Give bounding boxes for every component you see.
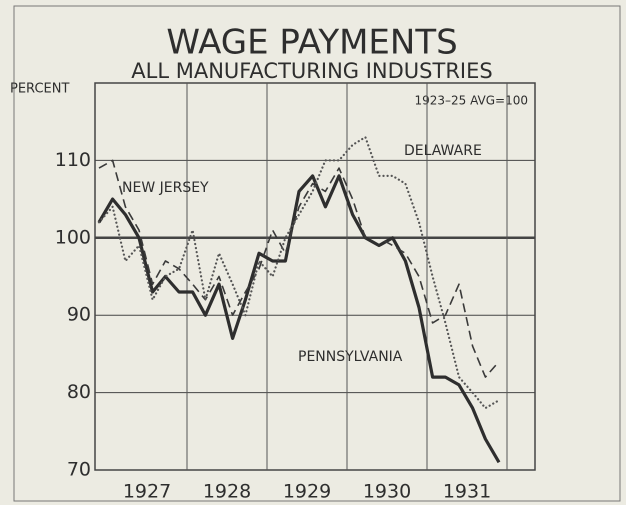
y-axis-label: PERCENT [10, 82, 69, 97]
x-tick-label: 1931 [443, 481, 491, 503]
note: 1923–25 AVG=100 [414, 94, 528, 108]
chart-subtitle: ALL MANUFACTURING INDUSTRIES [131, 59, 492, 83]
y-tick-label: 90 [67, 304, 91, 326]
page-frame [13, 5, 621, 502]
x-tick-label: 1930 [363, 481, 411, 503]
x-tick-label: 1929 [283, 481, 331, 503]
series-line [98, 159, 500, 378]
series-label: DELAWARE [404, 143, 482, 159]
y-tick-label: 100 [55, 226, 91, 248]
y-tick-label: 70 [67, 459, 91, 481]
chart-title: WAGE PAYMENTS [166, 23, 457, 63]
x-tick-label: 1927 [123, 481, 171, 503]
series-label: NEW JERSEY [122, 180, 209, 196]
x-tick-label: 1928 [203, 481, 251, 503]
series-line [97, 136, 501, 410]
plot-frame [94, 82, 536, 471]
y-tick-label: 110 [55, 149, 91, 171]
y-tick-label: 80 [67, 381, 91, 403]
series-label: PENNSYLVANIA [298, 349, 403, 365]
